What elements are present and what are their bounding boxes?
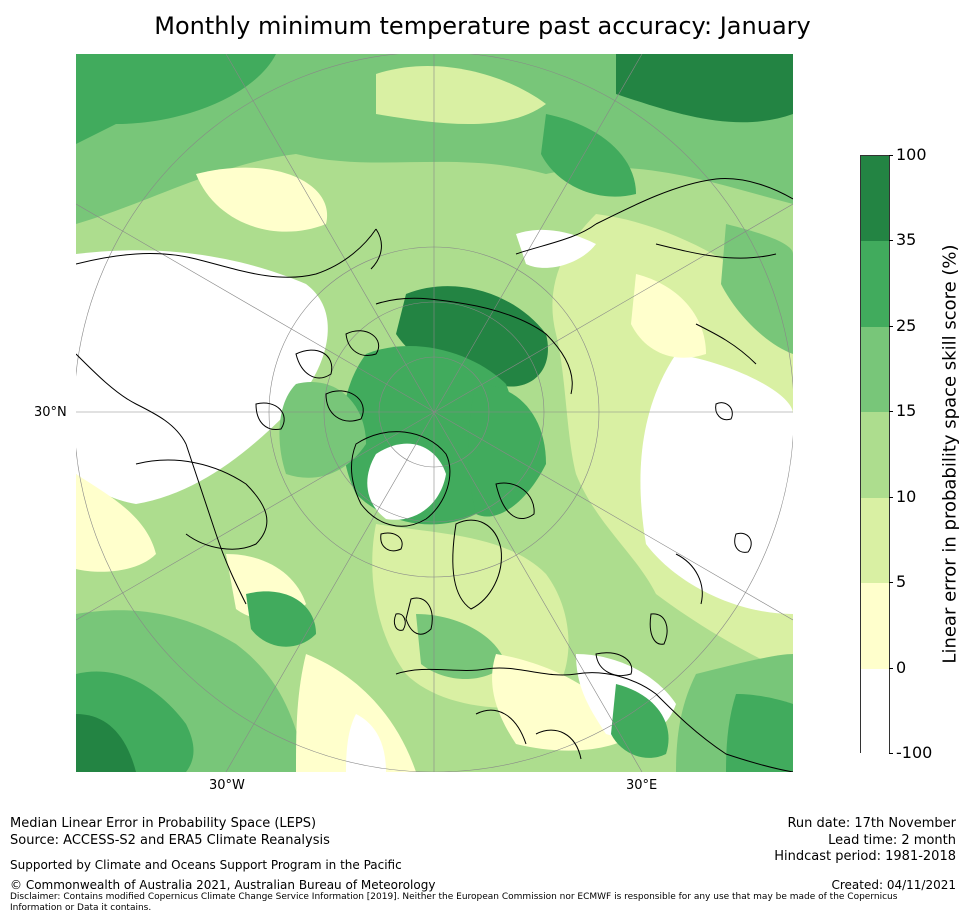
colorbar-tick: 5 — [888, 574, 906, 590]
colorbar-bin — [861, 412, 889, 498]
colorbar-bin — [861, 668, 889, 754]
footer-disclaimer-line1: Disclaimer: Contains modified Copernicus… — [10, 892, 898, 902]
colorbar-bin — [861, 156, 889, 242]
colorbar-bin — [861, 241, 889, 327]
colorbar-tick: 35 — [888, 232, 916, 248]
polar-map — [76, 54, 793, 772]
footer-method: Median Linear Error in Probability Space… — [10, 816, 317, 831]
colorbar-tick: 100 — [889, 147, 927, 163]
colorbar-bin — [861, 326, 889, 413]
footer-run-date: Run date: 17th November — [787, 816, 956, 831]
footer-hindcast: Hindcast period: 1981-2018 — [774, 849, 956, 864]
colorbar-bin — [861, 497, 889, 584]
graticule — [76, 54, 793, 772]
lat-label-30n: 30°N — [34, 405, 67, 420]
footer-lead-time: Lead time: 2 month — [828, 833, 956, 848]
chart-title: Monthly minimum temperature past accurac… — [154, 12, 811, 40]
lon-label-30w: 30°W — [209, 778, 245, 793]
footer-support: Supported by Climate and Oceans Support … — [10, 858, 402, 872]
colorbar-bin — [861, 583, 889, 669]
footer-created: Created: 04/11/2021 — [831, 878, 956, 892]
map-canvas — [76, 54, 793, 772]
footer-copyright: © Commonwealth of Australia 2021, Austra… — [10, 878, 436, 892]
colorbar-tick: 15 — [888, 403, 916, 419]
colorbar — [860, 155, 890, 754]
colorbar-tick: -100 — [888, 745, 932, 761]
colorbar-tick: 10 — [888, 488, 916, 505]
colorbar-tick: 25 — [888, 317, 916, 334]
colorbar-label: Linear error in probability space skill … — [939, 244, 961, 664]
lon-label-30e: 30°E — [626, 778, 658, 793]
colorbar-tick: 0 — [888, 659, 906, 676]
footer-disclaimer: Disclaimer: Contains modified Copernicus… — [10, 892, 940, 914]
footer-disclaimer-line2: Information or Data it contains. — [10, 903, 152, 913]
footer-source: Source: ACCESS-S2 and ERA5 Climate Reana… — [10, 833, 330, 848]
skill-regions — [76, 54, 793, 772]
coastlines — [76, 178, 793, 772]
